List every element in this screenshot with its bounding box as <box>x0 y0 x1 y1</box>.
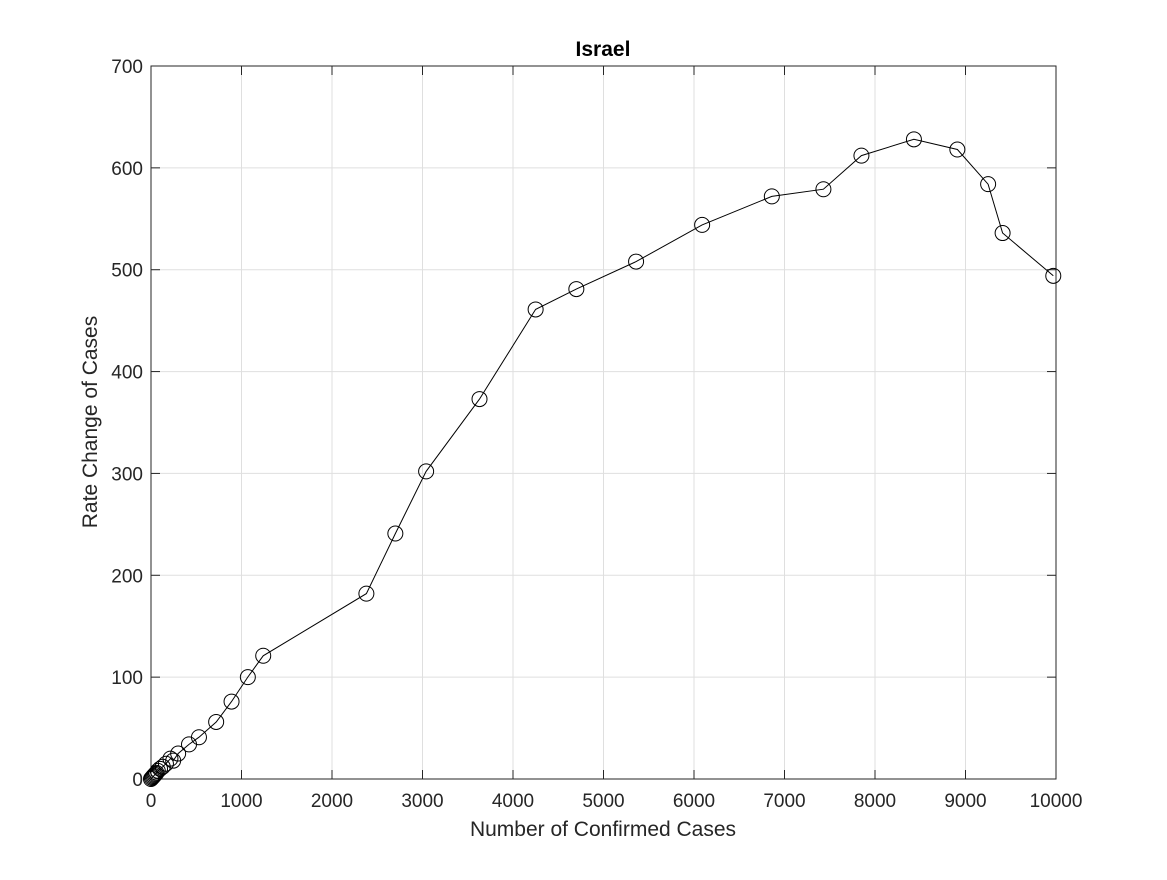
y-tick-label: 300 <box>111 464 143 485</box>
data-point <box>471 391 488 408</box>
data-point <box>358 585 375 602</box>
y-tick-label: 0 <box>132 770 143 791</box>
y-tick-label: 500 <box>111 261 143 282</box>
x-tick-label: 3000 <box>401 791 443 812</box>
data-point <box>994 225 1011 242</box>
data-point <box>418 463 435 480</box>
data-point <box>949 141 966 158</box>
plot-area: 0 1000 2000 3000 4000 5000 6000 7000 8000 9000 100… <box>111 57 1082 812</box>
data-point <box>694 216 711 233</box>
data-point <box>170 745 187 762</box>
y-tick-label: 600 <box>111 159 143 180</box>
data-point <box>763 188 780 205</box>
x-tick-label: 9000 <box>944 791 986 812</box>
x-tick-label: 1000 <box>220 791 262 812</box>
y-tick-label: 100 <box>111 668 143 689</box>
x-tick-label: 5000 <box>582 791 624 812</box>
data-point <box>143 771 159 787</box>
data-point <box>239 669 256 686</box>
y-tick-label: 400 <box>111 363 143 384</box>
data-point <box>527 301 544 318</box>
data-point <box>162 750 179 767</box>
x-tick-label: 0 <box>146 791 157 812</box>
data-point <box>628 253 645 270</box>
x-tick-label: 7000 <box>763 791 805 812</box>
x-tick-label: 6000 <box>673 791 715 812</box>
data-point <box>208 713 225 730</box>
x-tick-label: 10000 <box>1030 791 1083 812</box>
data-point <box>905 131 922 148</box>
data-point <box>190 729 207 746</box>
y-tick-label: 700 <box>111 57 143 78</box>
x-axis-label: Number of Confirmed Cases <box>470 818 736 841</box>
data-point <box>223 693 240 710</box>
x-tick-label: 4000 <box>492 791 534 812</box>
data-point <box>148 764 165 781</box>
data-point <box>815 181 832 198</box>
data-point <box>157 755 174 772</box>
data-point <box>568 281 585 298</box>
data-point <box>853 147 870 164</box>
data-point <box>152 760 169 777</box>
data-point <box>1045 267 1062 284</box>
data-point <box>980 176 997 193</box>
x-tick-label: 2000 <box>311 791 353 812</box>
y-tick-label: 200 <box>111 566 143 587</box>
data-point <box>255 647 272 664</box>
data-point <box>387 525 404 542</box>
x-tick-label: 8000 <box>854 791 896 812</box>
y-axis-label: Rate Change of Cases <box>79 316 102 528</box>
chart-title: Israel <box>576 38 631 61</box>
data-point <box>146 766 163 783</box>
